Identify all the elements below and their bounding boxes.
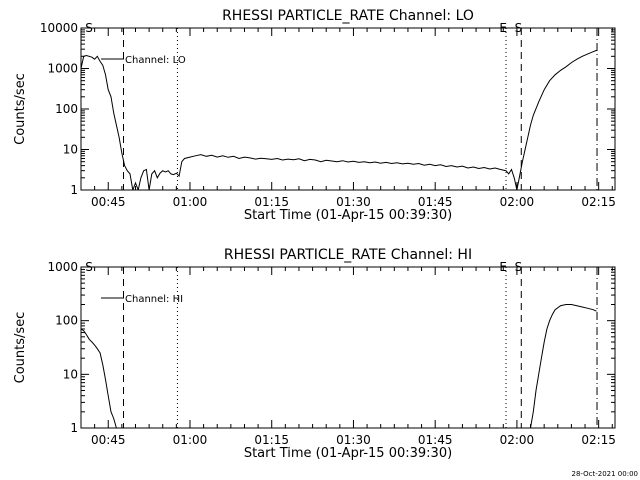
y-tick-label: 1000 [47,62,78,76]
plot-frame [80,266,616,429]
y-tick-label: 100 [55,314,78,328]
legend: Channel: HI [101,294,183,305]
x-tick-label: 01:15 [254,195,289,209]
x-tick-label: 01:45 [418,433,453,447]
series-line [81,49,597,190]
y-axis-label: Counts/sec [13,312,28,384]
series-line [81,304,597,428]
x-tick-label: 01:15 [254,433,289,447]
legend: Channel: LO [101,55,186,66]
plot-frame [80,27,616,191]
y-axis: 1 10 100 1000 [47,260,615,435]
x-axis: 00:45 01:00 01:15 01:30 01:45 02:00 02:15 [80,28,616,209]
x-tick-label: 00:45 [91,433,126,447]
lo-channel-chart: RHESSI PARTICLE_RATE Channel: LO 1 10 100 10… [13,8,616,223]
marker-label: S [515,260,523,274]
legend-label: Channel: LO [125,55,186,66]
y-tick-label: 10000 [40,21,78,35]
chart-title: RHESSI PARTICLE_RATE Channel: LO [222,8,474,24]
chart-title: RHESSI PARTICLE_RATE Channel: HI [224,247,472,263]
y-tick-label: 1 [70,183,78,197]
x-tick-label: 01:00 [173,433,208,447]
y-axis: 1 10 100 1000 10000 [40,21,615,197]
y-tick-label: 1 [70,421,78,435]
x-axis-label: Start Time (01-Apr-15 00:39:30) [244,446,452,461]
x-tick-label: 01:30 [336,433,371,447]
y-axis-label: Counts/sec [13,73,28,145]
legend-label: Channel: HI [125,294,183,305]
marker-label: E [499,260,507,274]
x-axis-label: Start Time (01-Apr-15 00:39:30) [244,208,452,223]
marker-label: S [515,21,523,35]
x-axis: 00:45 01:00 01:15 01:30 01:45 02:00 02:15 [80,267,616,447]
footer-date: 28-Oct-2021 00:00 [572,470,638,478]
x-tick-label: 02:00 [500,433,535,447]
y-tick-label: 10 [63,143,78,157]
x-tick-label: 01:45 [418,195,453,209]
y-tick-label: 1000 [47,260,78,274]
y-tick-label: 10 [63,367,78,381]
marker-label: S [85,260,93,274]
y-tick-label: 100 [55,102,78,116]
x-tick-label: 02:15 [581,195,616,209]
x-tick-label: 00:45 [91,195,126,209]
x-tick-label: 01:30 [336,195,371,209]
marker-label: S [85,21,93,35]
x-tick-label: 02:00 [500,195,535,209]
x-tick-label: 01:00 [173,195,208,209]
hi-channel-chart: RHESSI PARTICLE_RATE Channel: HI 1 10 100 10… [13,247,616,461]
x-tick-label: 02:15 [581,433,616,447]
marker-label: E [499,21,507,35]
